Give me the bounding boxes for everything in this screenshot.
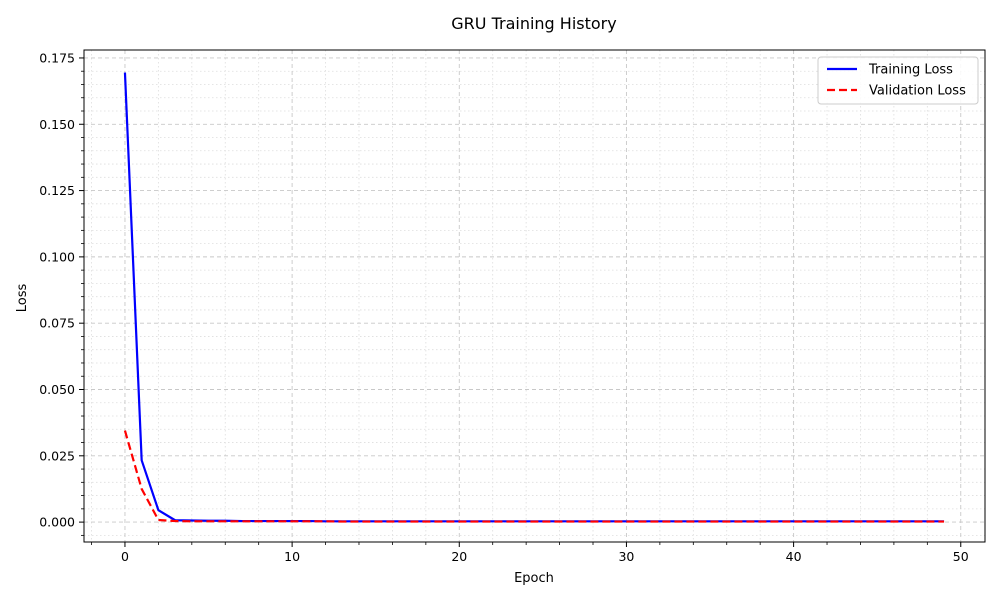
y-tick-label: 0.125: [39, 183, 75, 198]
x-tick-label: 30: [618, 549, 634, 564]
y-axis-ticks: 0.000 0.025 0.050 0.075 0.100 0.125 0.150 0.175: [39, 50, 84, 536]
series-line-validation-loss: [123, 430, 945, 523]
legend-label: Training Loss: [868, 63, 953, 78]
legend-label: Validation Loss: [869, 84, 966, 99]
x-tick-label: 10: [284, 549, 300, 564]
x-tick-label: 0: [121, 549, 129, 564]
y-tick-label: 0.175: [39, 50, 75, 65]
y-tick-label: 0.000: [39, 515, 75, 530]
y-tick-label: 0.025: [39, 448, 75, 463]
x-tick-label: 50: [953, 549, 969, 564]
y-tick-label: 0.150: [39, 117, 75, 132]
x-axis-label: Epoch: [514, 571, 554, 586]
y-tick-label: 0.075: [39, 316, 75, 331]
chart-title: GRU Training History: [451, 14, 616, 33]
y-tick-label: 0.050: [39, 382, 75, 397]
plot-frame: [83, 49, 986, 543]
x-axis-ticks: 0 10 20 30 40 50: [91, 542, 969, 564]
series-layer: [123, 72, 945, 523]
x-tick-label: 20: [451, 549, 467, 564]
y-axis-label: Loss: [15, 284, 30, 313]
legend-box: [817, 56, 979, 105]
x-tick-label: 40: [786, 549, 802, 564]
y-tick-label: 0.100: [39, 249, 75, 264]
legend: Training Loss Validation Loss: [817, 56, 979, 105]
